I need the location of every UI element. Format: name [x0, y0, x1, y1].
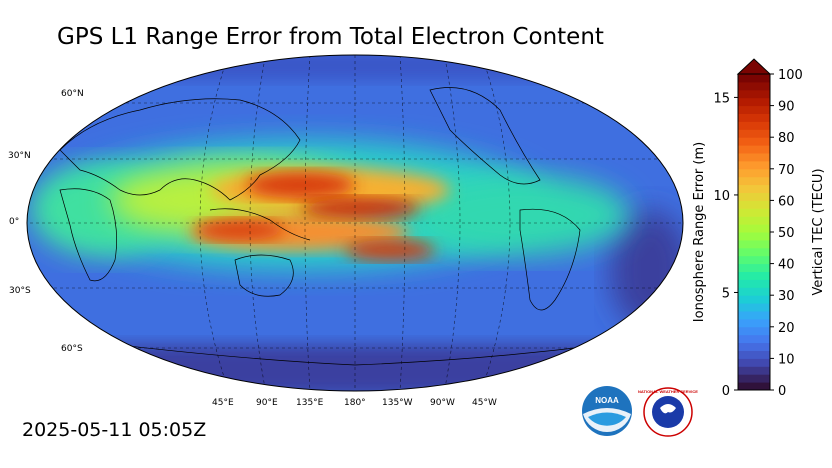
colorbar-band [738, 263, 770, 272]
colorbar-band [738, 137, 770, 146]
noaa-logo-text: NOAA [595, 396, 619, 405]
colorbar-right-tick-label: 80 [778, 131, 795, 146]
timestamp: 2025-05-11 05:05Z [22, 419, 207, 441]
colorbar-band [738, 295, 770, 304]
colorbar-band [738, 97, 770, 107]
nws-logo-text: NATIONAL WEATHER SERVICE [638, 389, 698, 394]
colorbar-band [738, 200, 770, 209]
colorbar-band [738, 232, 770, 241]
colorbar-band [738, 105, 770, 114]
colorbar-band [738, 121, 770, 130]
colorbar-left-label: Ionosphere Range Error (m) [692, 142, 707, 322]
colorbar-band [738, 366, 770, 375]
colorbar-band [738, 192, 770, 201]
colorbar-band [738, 113, 770, 122]
colorbar-band [738, 271, 770, 280]
colorbar-band [738, 303, 770, 312]
colorbar-band [738, 311, 770, 320]
lat-label-30s: 30°S [9, 286, 31, 296]
lat-label-60s: 60°S [61, 344, 83, 354]
colorbar-left-tick-label: 0 [722, 384, 730, 399]
colorbar-band [738, 168, 770, 178]
colorbar-band [738, 176, 770, 186]
lat-label-60n: 60°N [61, 89, 84, 99]
colorbar: 0 5 10 15 0 10 20 30 40 50 60 70 80 90 100 Ionosphere… [692, 58, 826, 399]
lon-label-180: 180° [344, 398, 366, 408]
colorbar-right-label: Vertical TEC (TECU) [811, 168, 826, 295]
coastlines [59, 87, 601, 366]
colorbar-left-tick-label: 10 [713, 189, 730, 204]
colorbar-band [738, 318, 770, 328]
colorbar-band [738, 208, 770, 217]
colorbar-left-tick-label: 5 [722, 286, 730, 301]
colorbar-band [738, 255, 770, 265]
colorbar-band [738, 374, 770, 383]
colorbar-band [738, 216, 770, 225]
lon-label-135w: 135°W [382, 398, 413, 408]
lon-label-45e: 45°E [212, 398, 234, 408]
colorbar-band [738, 247, 770, 257]
lon-label-90e: 90°E [256, 398, 278, 408]
noaa-logo: NOAA [582, 386, 632, 436]
colorbar-band [738, 326, 770, 336]
colorbar-left-ticks: 0 5 10 15 [713, 91, 738, 399]
colorbar-band [738, 350, 770, 359]
agency-logos: NOAA NATIONAL WEATHER SERVICE [582, 386, 698, 437]
colorbar-bands [738, 74, 770, 391]
colorbar-band [738, 153, 770, 162]
colorbar-band [738, 81, 770, 91]
colorbar-right-tick-label: 30 [778, 289, 795, 304]
colorbar-right-ticks: 0 10 20 30 40 50 60 70 80 90 100 [770, 68, 803, 399]
tec-field [27, 55, 683, 391]
colorbar-band [738, 224, 770, 233]
lon-label-90w: 90°W [430, 398, 455, 408]
world-map [26, 54, 684, 392]
colorbar-right-tick-label: 20 [778, 321, 795, 336]
colorbar-left-tick-label: 15 [713, 91, 730, 106]
colorbar-band [738, 334, 770, 344]
lon-label-45w: 45°W [472, 398, 497, 408]
colorbar-right-tick-label: 90 [778, 100, 795, 115]
colorbar-band [738, 89, 770, 99]
colorbar-right-tick-label: 10 [778, 352, 795, 367]
colorbar-right-tick-label: 50 [778, 226, 795, 241]
colorbar-band [738, 279, 770, 288]
lat-label-0: 0° [9, 217, 20, 227]
colorbar-band [738, 129, 770, 138]
colorbar-band [738, 160, 770, 170]
map-title: GPS L1 Range Error from Total Electron C… [57, 24, 604, 50]
colorbar-right-tick-label: 60 [778, 194, 795, 209]
lon-label-135e: 135°E [296, 398, 324, 408]
colorbar-right-tick-label: 40 [778, 258, 795, 273]
colorbar-right-tick-label: 70 [778, 163, 795, 178]
colorbar-band [738, 74, 770, 83]
colorbar-band [738, 239, 770, 249]
colorbar-extend-arrow [736, 58, 772, 75]
colorbar-band [738, 358, 770, 367]
colorbar-band [738, 342, 770, 351]
colorbar-band [738, 382, 770, 391]
colorbar-right-tick-label: 100 [778, 68, 803, 83]
lat-label-30n: 30°N [8, 151, 31, 161]
colorbar-band [738, 287, 770, 296]
colorbar-band [738, 145, 770, 154]
colorbar-right-tick-label: 0 [778, 384, 786, 399]
nws-logo: NATIONAL WEATHER SERVICE [638, 387, 698, 437]
colorbar-band [738, 184, 770, 193]
